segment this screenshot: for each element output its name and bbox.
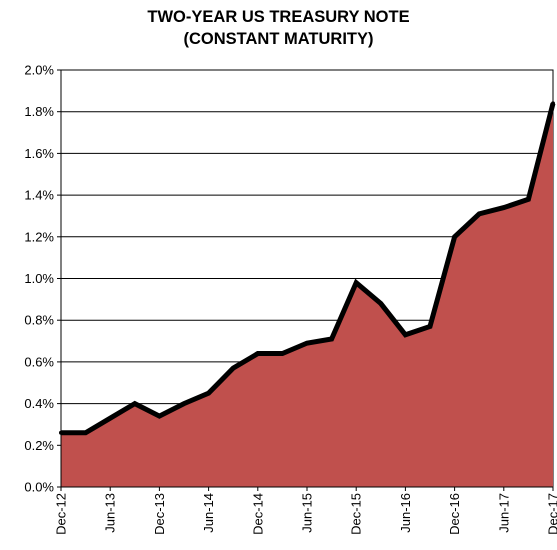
- y-tick-label: 1.0%: [24, 271, 54, 286]
- x-tick-label: Jun-13: [103, 493, 118, 533]
- data-point: [182, 401, 186, 406]
- data-point: [108, 416, 113, 421]
- x-tick-label: Dec-17: [546, 493, 557, 535]
- data-point: [477, 211, 482, 216]
- data-point: [551, 101, 555, 106]
- chart-title: TWO-YEAR US TREASURY NOTE (CONSTANT MATU…: [0, 6, 557, 50]
- data-point: [354, 280, 359, 285]
- data-point: [452, 234, 457, 239]
- chart-title-line-1: TWO-YEAR US TREASURY NOTE: [147, 8, 410, 26]
- x-tick-label: Dec-16: [447, 493, 462, 535]
- data-point: [329, 336, 334, 341]
- data-point: [132, 401, 137, 406]
- data-point: [83, 430, 88, 435]
- y-tick-label: 0.2%: [24, 438, 54, 453]
- y-tick-label: 1.2%: [24, 229, 54, 244]
- x-tick-label: Dec-13: [152, 493, 167, 535]
- x-tick-label: Jun-16: [398, 493, 413, 533]
- data-point: [255, 351, 260, 356]
- x-tick-label: Jun-17: [496, 493, 511, 533]
- y-tick-label: 0.8%: [24, 313, 54, 328]
- data-point: [305, 341, 309, 346]
- data-point: [206, 391, 211, 396]
- data-point: [501, 205, 506, 210]
- data-point: [526, 197, 531, 202]
- x-tick-label: Jun-15: [300, 493, 315, 533]
- x-tick-label: Dec-12: [54, 493, 69, 535]
- data-point: [157, 414, 162, 419]
- y-tick-label: 0.4%: [24, 396, 54, 411]
- y-tick-label: 0.6%: [24, 354, 54, 369]
- data-point: [231, 366, 236, 371]
- x-tick-label: Dec-15: [349, 493, 364, 535]
- y-tick-label: 1.4%: [24, 188, 54, 203]
- data-point: [280, 351, 285, 356]
- y-tick-label: 0.0%: [24, 480, 54, 495]
- y-tick-label: 1.8%: [24, 104, 54, 119]
- chart-title-line-2: (CONSTANT MATURITY): [183, 30, 374, 48]
- data-point: [378, 301, 383, 306]
- data-point: [403, 332, 408, 337]
- series-area-fill: [61, 103, 553, 488]
- x-tick-label: Jun-14: [201, 493, 216, 533]
- y-tick-label: 1.6%: [24, 146, 54, 161]
- x-tick-label: Dec-14: [250, 493, 265, 535]
- data-point: [428, 324, 432, 329]
- y-tick-label: 2.0%: [24, 63, 54, 78]
